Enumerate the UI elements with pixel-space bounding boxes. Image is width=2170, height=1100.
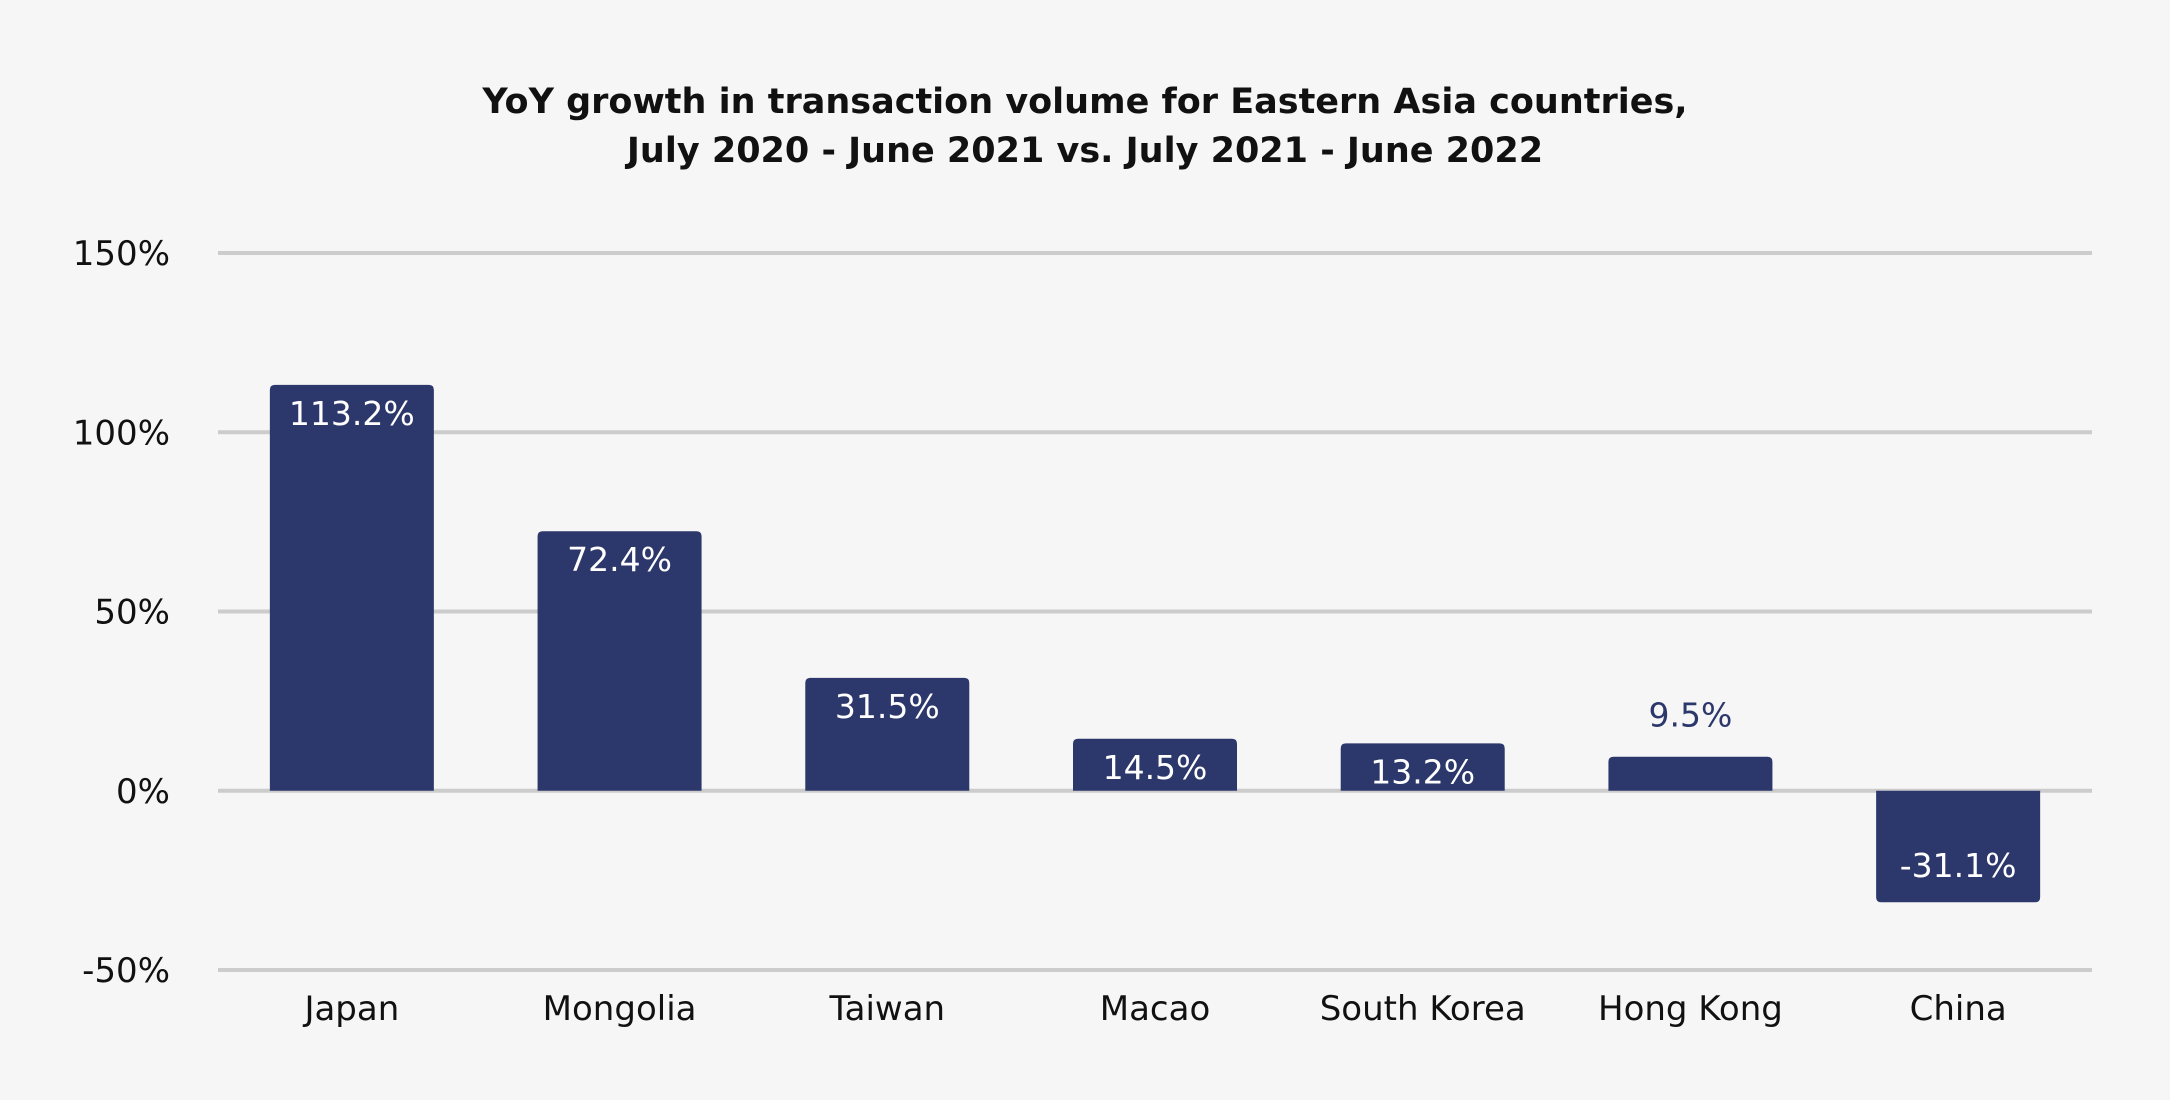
x-axis-ticks: Japan Mongolia Taiwan Macao South Korea Hong … — [302, 989, 2006, 1029]
data-labels: 113.2% 72.4% 31.5% 14.5% 13.2% 9.5% -31.1% — [289, 394, 2017, 885]
bar-japan — [269, 384, 434, 791]
gridlines — [218, 251, 2092, 972]
y-tick-label: 50% — [94, 593, 170, 633]
data-label: 14.5% — [1103, 748, 1208, 787]
x-tick-label: Japan — [302, 989, 399, 1029]
x-tick-label: Hong Kong — [1598, 989, 1783, 1029]
data-label: 113.2% — [289, 394, 415, 433]
data-label: 9.5% — [1649, 696, 1733, 735]
x-tick-label: South Korea — [1320, 989, 1526, 1029]
y-tick-label: 150% — [73, 234, 170, 274]
data-label: 31.5% — [835, 687, 940, 726]
bar-mongolia — [537, 531, 702, 791]
bar-macao — [1073, 738, 1237, 791]
data-label: 13.2% — [1370, 752, 1475, 791]
y-tick-label: 100% — [73, 413, 170, 453]
bars — [269, 384, 2041, 903]
chart-title: YoY growth in transaction volume for Eas… — [481, 82, 1687, 171]
x-tick-label: Taiwan — [828, 989, 945, 1029]
data-label: -31.1% — [1900, 846, 2017, 885]
bar-hong-kong — [1608, 756, 1773, 791]
bar-south-korea — [1340, 743, 1505, 791]
bar-china — [1876, 790, 2041, 903]
x-tick-label: Macao — [1100, 989, 1211, 1029]
y-tick-label: -50% — [82, 951, 170, 991]
x-tick-label: China — [1910, 989, 2007, 1029]
chart-title-line-1: YoY growth in transaction volume for Eas… — [481, 82, 1687, 122]
y-axis-ticks: 150% 100% 50% 0% -50% — [73, 234, 170, 991]
y-tick-label: 0% — [116, 772, 170, 812]
bar-taiwan — [805, 677, 970, 791]
x-tick-label: Mongolia — [543, 989, 697, 1029]
chart-title-line-2: July 2020 - June 2021 vs. July 2021 - Ju… — [625, 131, 1543, 171]
data-label: 72.4% — [567, 540, 672, 579]
